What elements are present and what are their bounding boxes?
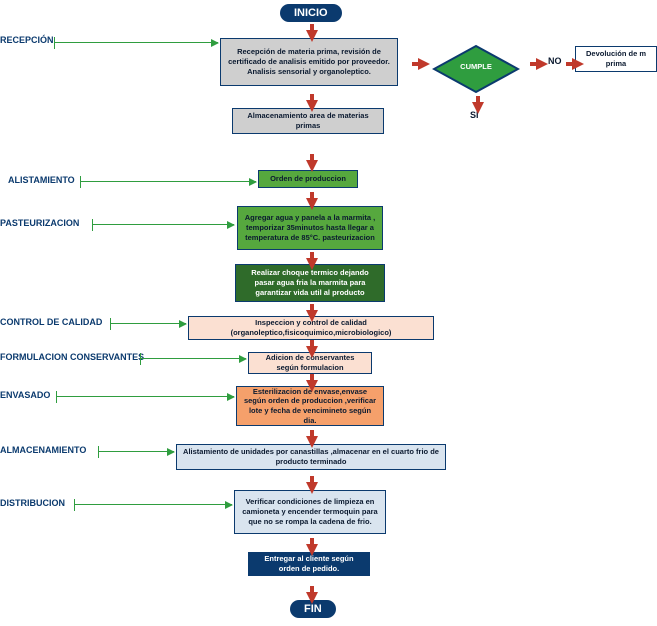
decision-no-label: NO	[548, 56, 562, 66]
arrow-down-4	[306, 258, 318, 270]
arrow-down-11	[306, 592, 318, 604]
box-esteriliz: Esterilizacion de envase,envase según or…	[236, 386, 384, 426]
start-terminal: INICIO	[280, 4, 342, 22]
arrow-down-3	[306, 198, 318, 210]
arrow-right-2	[572, 58, 584, 70]
section-label-3: CONTROL DE CALIDAD	[0, 317, 102, 327]
box-recepcion: Recepción de materia prima, revisión de …	[220, 38, 398, 86]
section-label-5: ENVASADO	[0, 390, 50, 400]
section-label-7: DISTRIBUCION	[0, 498, 65, 508]
box-orden_prod: Orden de produccion	[258, 170, 358, 188]
arrow-down-0	[306, 30, 318, 42]
arrow-down-7	[306, 380, 318, 392]
section-label-2: PASTEURIZACION	[0, 218, 79, 228]
side-arrow-6	[98, 451, 174, 452]
side-arrow-7	[74, 504, 232, 505]
side-arrow-5	[56, 396, 234, 397]
arrow-down-2	[306, 160, 318, 172]
arrow-down-1	[306, 100, 318, 112]
side-arrow-3	[110, 323, 186, 324]
section-label-4: FORMULACION CONSERVANTES	[0, 352, 144, 362]
box-devolucion: Devolución de m prima	[575, 46, 657, 72]
box-verificar: Verificar condiciones de limpieza en cam…	[234, 490, 386, 534]
arrow-down-6	[306, 346, 318, 358]
section-label-6: ALMACENAMIENTO	[0, 445, 86, 455]
section-label-0: RECEPCIÓN	[0, 35, 54, 45]
arrow-down-10	[306, 544, 318, 556]
arrow-down-8	[306, 436, 318, 448]
arrow-down-12	[472, 102, 484, 114]
box-marmita: Agregar agua y panela a la marmita , tem…	[237, 206, 383, 250]
side-arrow-0	[54, 42, 218, 43]
side-arrow-1	[80, 181, 256, 182]
side-arrow-2	[92, 224, 234, 225]
arrow-right-0	[418, 58, 430, 70]
arrow-right-1	[536, 58, 548, 70]
arrow-down-5	[306, 310, 318, 322]
side-arrow-4	[140, 358, 246, 359]
decision-label: CUMPLE	[432, 62, 520, 71]
arrow-down-9	[306, 482, 318, 494]
decision-cumple: CUMPLE	[432, 44, 520, 94]
section-label-1: ALISTAMIENTO	[8, 175, 75, 185]
end-label: FIN	[304, 603, 322, 615]
start-label: INICIO	[294, 7, 328, 19]
